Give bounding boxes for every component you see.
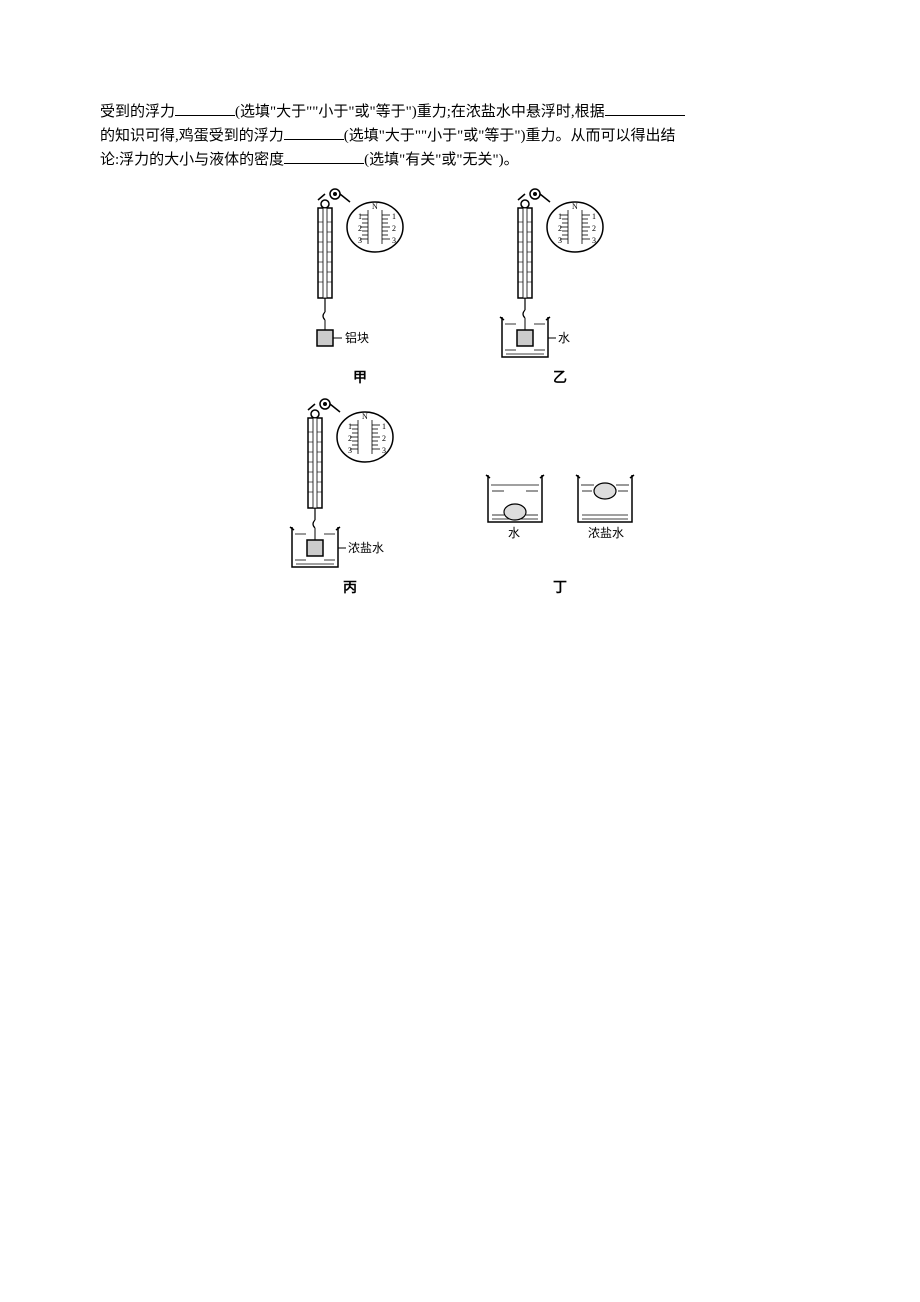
- scale-number: 2: [592, 224, 596, 233]
- caption-jia: 甲: [353, 367, 367, 387]
- text-fragment: (选填"大于""小于"或"等于")重力;在浓盐水中悬浮时,根据: [235, 104, 605, 120]
- scale-number: 1: [392, 212, 396, 221]
- scale-number: 3: [392, 236, 396, 245]
- scale-number: 3: [592, 236, 596, 245]
- svg-text:N: N: [362, 412, 368, 421]
- diagram-yi: 1 1 2 2 3 3 N: [490, 182, 630, 387]
- scale-number: 1: [592, 212, 596, 221]
- beaker-label: 浓盐水: [588, 526, 624, 540]
- caption-yi: 乙: [553, 367, 567, 387]
- scale-number: 3: [382, 446, 386, 455]
- diagram-jia: 1 1 2 2 3 3 N 铝块 甲: [290, 182, 430, 387]
- diagram-row-1: 1 1 2 2 3 3 N 铝块 甲: [290, 182, 630, 387]
- scale-number: 2: [382, 434, 386, 443]
- spring-scale-bing-icon: 1 1 2 2 3 3 N: [280, 392, 420, 572]
- scale-number: 1: [348, 422, 352, 431]
- svg-text:N: N: [372, 202, 378, 211]
- spring-scale-jia-icon: 1 1 2 2 3 3 N 铝块: [290, 182, 430, 362]
- diagram-ding: 水 浓盐水: [480, 467, 640, 597]
- blank-1: [175, 100, 235, 116]
- diagram-bing: 1 1 2 2 3 3 N: [280, 392, 420, 597]
- blank-2: [605, 100, 685, 116]
- scale-number: 3: [558, 236, 562, 245]
- beaker-label: 水: [508, 526, 520, 540]
- blank-3: [284, 124, 344, 140]
- scale-number: 3: [358, 236, 362, 245]
- spring-scale-yi-icon: 1 1 2 2 3 3 N: [490, 182, 630, 362]
- beaker-saltwater-icon: 浓盐水: [570, 467, 640, 542]
- caption-bing: 丙: [343, 577, 357, 597]
- text-fragment: (选填"有关"或"无关")。: [364, 152, 518, 168]
- text-fragment: 的知识可得,鸡蛋受到的浮力: [100, 128, 284, 144]
- scale-number: 1: [558, 212, 562, 221]
- scale-number: 2: [558, 224, 562, 233]
- object-label: 铝块: [345, 330, 369, 345]
- caption-ding: 丁: [553, 577, 567, 597]
- scale-number: 2: [358, 224, 362, 233]
- scale-number: 2: [348, 434, 352, 443]
- scale-number: 1: [382, 422, 386, 431]
- diagram-container: 1 1 2 2 3 3 N 铝块 甲: [100, 182, 820, 602]
- beaker-water-icon: 水: [480, 467, 550, 542]
- blank-4: [284, 148, 364, 164]
- diagram-row-2: 1 1 2 2 3 3 N: [280, 392, 640, 597]
- beaker-label: 水: [558, 331, 570, 345]
- scale-number: 3: [348, 446, 352, 455]
- scale-number: 2: [392, 224, 396, 233]
- beaker-label: 浓盐水: [348, 541, 384, 555]
- scale-number: 1: [358, 212, 362, 221]
- text-fragment: (选填"大于""小于"或"等于")重力。从而可以得出结: [344, 128, 676, 144]
- svg-text:N: N: [572, 202, 578, 211]
- problem-text: 受到的浮力 (选填"大于""小于"或"等于")重力;在浓盐水中悬浮时,根据 的知识…: [100, 100, 820, 172]
- text-fragment: 受到的浮力: [100, 104, 175, 120]
- text-fragment: 论:浮力的大小与液体的密度: [100, 152, 284, 168]
